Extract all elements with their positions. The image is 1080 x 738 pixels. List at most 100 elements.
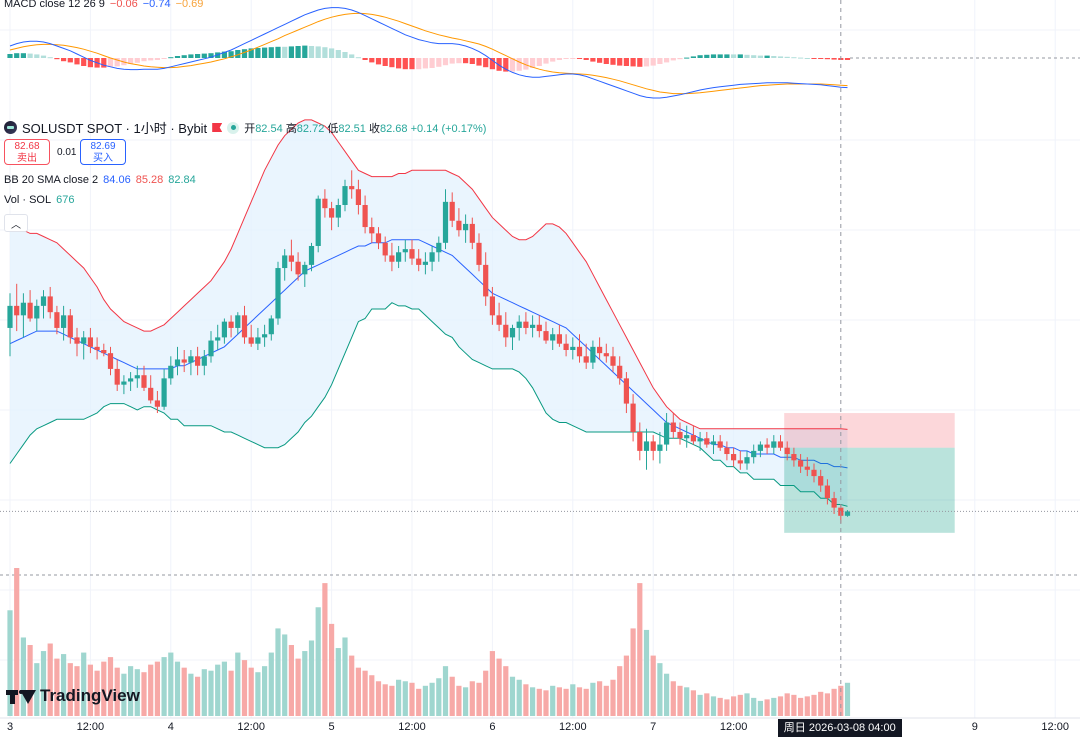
macd-histogram-bar — [456, 58, 462, 64]
volume-bar — [724, 699, 730, 716]
macd-histogram-bar — [590, 58, 596, 62]
macd-histogram-bar — [476, 58, 482, 66]
volume-bar — [20, 637, 26, 716]
volume-bar — [751, 697, 757, 716]
candle-body — [302, 264, 308, 275]
macd-histogram-bar — [523, 58, 529, 70]
macd-histogram-bar — [677, 58, 683, 60]
candle-body — [355, 189, 361, 205]
candle-body — [704, 438, 710, 445]
candle-body — [757, 444, 763, 451]
candle-body — [684, 435, 690, 439]
flag-icon[interactable] — [212, 123, 223, 132]
macd-histogram-bar — [422, 58, 428, 69]
candle-body — [610, 356, 616, 366]
candle-body — [731, 454, 737, 461]
sell-label: 卖出 — [17, 153, 37, 164]
volume-bar — [322, 583, 328, 716]
vol-legend[interactable]: Vol · SOL 676 — [4, 194, 74, 206]
volume-bar — [248, 667, 254, 716]
macd-histogram-bar — [576, 58, 583, 59]
collapse-legend-button[interactable]: ︿ — [4, 214, 28, 232]
volume-bar — [195, 676, 201, 716]
volume-bar — [268, 652, 274, 716]
candle-body — [429, 252, 435, 262]
candle-body — [382, 242, 388, 256]
candle-body — [818, 476, 824, 486]
volume-bar — [54, 658, 60, 716]
time-tick-label: 12:00 — [76, 721, 105, 733]
candle-body — [543, 331, 549, 341]
volume-bar — [610, 679, 616, 716]
candle-body — [396, 252, 402, 262]
volume-bar — [47, 643, 53, 716]
volume-bar — [697, 694, 703, 716]
time-tick-label: 12:00 — [559, 721, 587, 733]
candle-body — [375, 233, 382, 243]
macd-histogram-bar — [27, 53, 33, 58]
macd-histogram-bar — [684, 57, 690, 59]
spread-value: 0.01 — [57, 147, 77, 158]
volume-bar — [375, 681, 382, 716]
volume-bar — [188, 673, 194, 716]
candle-body — [824, 485, 830, 499]
volume-bar — [14, 568, 20, 716]
volume-bar — [409, 682, 415, 716]
tradingview-logo[interactable]: TradingView — [6, 686, 140, 706]
candle-body — [657, 444, 663, 451]
volume-bar — [630, 628, 636, 716]
volume-bar — [838, 685, 844, 716]
macd-histogram-bar — [47, 57, 53, 59]
candle-body — [315, 198, 321, 246]
volume-bar — [342, 637, 348, 716]
macd-histogram-bar — [556, 58, 562, 60]
macd-histogram-bar — [798, 57, 804, 59]
macd-histogram-bar — [670, 58, 676, 61]
position-stop-zone — [784, 413, 955, 448]
macd-histogram-bar — [784, 56, 790, 58]
candle-body — [14, 305, 20, 316]
candle-body — [114, 368, 120, 385]
volume-bar — [27, 645, 33, 716]
macd-histogram-bar — [737, 54, 743, 58]
candle-body — [811, 469, 817, 477]
candle-body — [717, 441, 723, 448]
candle-body — [764, 444, 770, 448]
candle-body — [496, 315, 502, 325]
symbol-title[interactable]: SOLUSDT SPOT · 1小时 · Bybit — [22, 121, 208, 136]
bb-legend[interactable]: BB 20 SMA close 2 84.06 85.28 82.84 — [4, 174, 196, 186]
volume-bar — [154, 661, 160, 716]
volume-bar — [181, 667, 187, 716]
macd-histogram-bar — [503, 58, 509, 72]
volume-bar — [530, 687, 536, 716]
market-status-icon[interactable] — [227, 121, 240, 134]
solana-logo-icon — [4, 121, 17, 134]
volume-bar — [141, 672, 147, 716]
macd-histogram-bar — [777, 56, 784, 58]
candle-body — [221, 321, 227, 338]
macd-histogram-bar — [818, 58, 824, 59]
candle-body — [469, 223, 475, 243]
candle-body — [744, 457, 750, 464]
macd-histogram-bar — [262, 47, 268, 58]
candle-body — [550, 334, 556, 341]
volume-bar — [101, 661, 107, 716]
candle-body — [798, 460, 804, 467]
candle-body — [148, 387, 154, 401]
sell-button[interactable]: 82.68 卖出 — [4, 139, 50, 165]
symbol-legend: SOLUSDT SPOT · 1小时 · Bybit 开82.54 高82.72… — [4, 118, 486, 137]
volume-bar — [308, 640, 315, 716]
buy-button[interactable]: 82.69 买入 — [80, 139, 126, 165]
volume-bar — [288, 645, 294, 716]
macd-histogram-bar — [396, 58, 402, 69]
candle-body — [208, 340, 214, 357]
candle-body — [710, 441, 717, 445]
candle-body — [777, 441, 784, 448]
candle-body — [34, 305, 40, 319]
candle-body — [7, 305, 13, 328]
volume-bar — [824, 693, 830, 716]
candle-body — [349, 186, 355, 190]
candle-body — [690, 435, 696, 442]
macd-histogram-bar — [657, 58, 663, 64]
